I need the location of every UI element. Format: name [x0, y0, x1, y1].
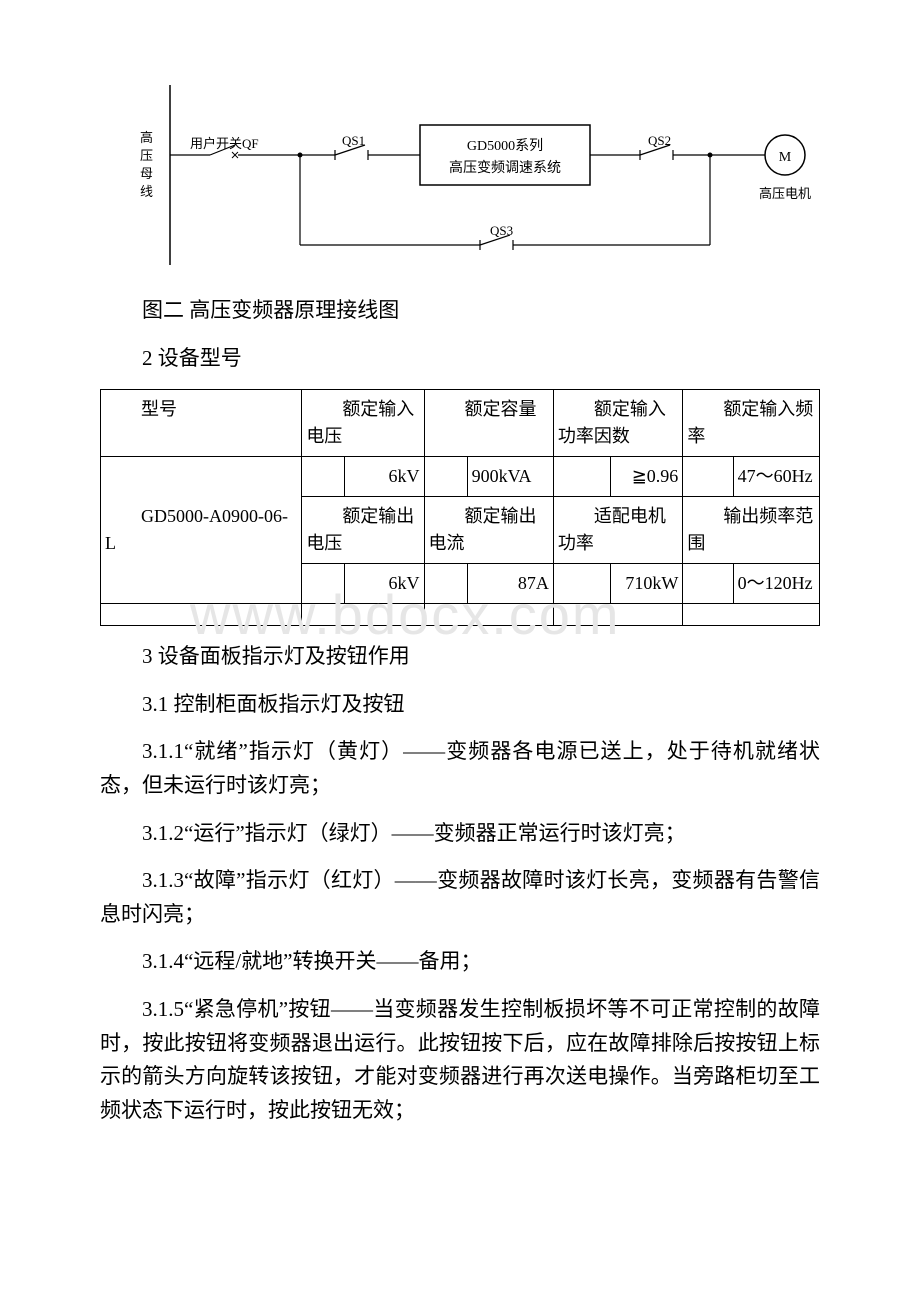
diagram-svg: 高 压 母 线 用户开关QF QS1 GD5000系列 — [110, 80, 830, 270]
header-r1c1: 额定输入电压 — [302, 390, 424, 457]
header-model: 型号 — [101, 390, 302, 457]
motor-label: 高压电机 — [759, 186, 811, 201]
header-r2c2: 额定输出电流 — [424, 497, 553, 564]
document-page: 高 压 母 线 用户开关QF QS1 GD5000系列 — [0, 0, 920, 1201]
para-3-1-4: 3.1.4“远程/就地”转换开关——备用； — [100, 945, 820, 979]
para-3-1-2: 3.1.2“运行”指示灯（绿灯）——变频器正常运行时该灯亮； — [100, 817, 820, 851]
val-r1c4: 47～60Hz — [733, 457, 819, 497]
wiring-diagram: 高 压 母 线 用户开关QF QS1 GD5000系列 — [110, 80, 830, 280]
val-r2c2: 87A — [467, 564, 553, 604]
val-r2c4: 0～120Hz — [733, 564, 819, 604]
model-value: GD5000-A0900-06-L — [101, 457, 302, 604]
spec-table: 型号 额定输入电压 额定容量 额定输入功率因数 额定输入频率 GD5000-A0… — [100, 389, 820, 626]
header-r1c4: 额定输入频率 — [683, 390, 820, 457]
val-r2c1: 6kV — [345, 564, 424, 604]
figure-caption: 图二 高压变频器原理接线图 — [100, 294, 820, 328]
para-3-1-1: 3.1.1“就绪”指示灯（黄灯）——变频器各电源已送上，处于待机就绪状态，但未运… — [100, 735, 820, 802]
box-line1: GD5000系列 — [467, 138, 543, 154]
section-3-heading: 3 设备面板指示灯及按钮作用 — [100, 640, 820, 674]
val-r1c2: 900kVA — [467, 457, 553, 497]
header-r2c4: 输出频率范围 — [683, 497, 820, 564]
val-r1c1: 6kV — [345, 457, 424, 497]
table-row: 型号 额定输入电压 额定容量 额定输入功率因数 额定输入频率 — [101, 390, 820, 457]
val-r2c3: 710kW — [611, 564, 683, 604]
header-r1c3: 额定输入功率因数 — [553, 390, 682, 457]
table-row: GD5000-A0900-06-L 6kV 900kVA ≧0.96 47～60… — [101, 457, 820, 497]
box-line2: 高压变频调速系统 — [449, 159, 561, 176]
para-3-1-5: 3.1.5“紧急停机”按钮——当变频器发生控制板损坏等不可正常控制的故障时，按此… — [100, 993, 820, 1127]
svg-text:压: 压 — [140, 148, 153, 163]
qs3-label: QS3 — [490, 223, 513, 238]
para-3-1-3: 3.1.3“故障”指示灯（红灯）——变频器故障时该灯长亮，变频器有告警信息时闪亮… — [100, 864, 820, 931]
section-3-1-heading: 3.1 控制柜面板指示灯及按钮 — [100, 688, 820, 722]
busbar-label: 高 — [140, 130, 153, 145]
motor-symbol: M — [779, 150, 792, 165]
header-r1c2: 额定容量 — [424, 390, 553, 457]
section-2-heading: 2 设备型号 — [100, 342, 820, 376]
svg-text:线: 线 — [140, 184, 153, 199]
header-r2c1: 额定输出电压 — [302, 497, 424, 564]
svg-text:母: 母 — [140, 166, 153, 181]
val-r1c3: ≧0.96 — [611, 457, 683, 497]
table-row — [101, 604, 820, 626]
header-r2c3: 适配电机功率 — [553, 497, 682, 564]
